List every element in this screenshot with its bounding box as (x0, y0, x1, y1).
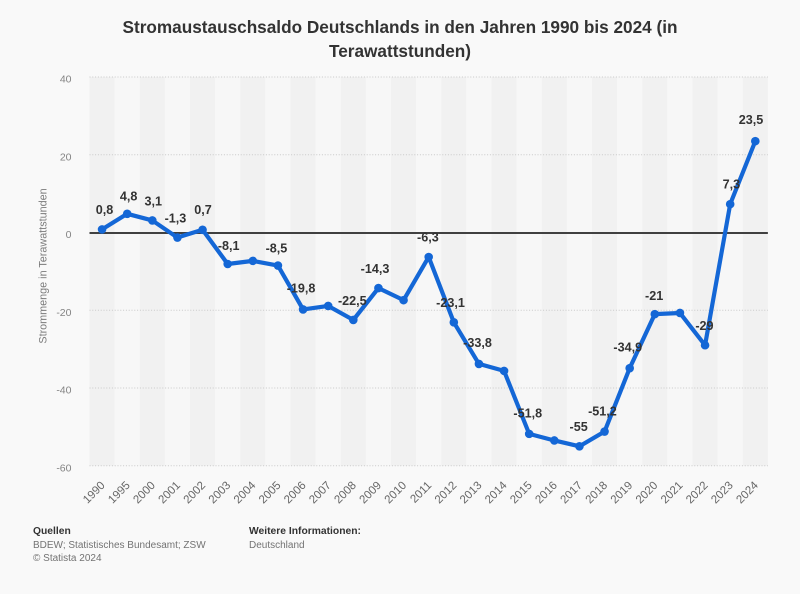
svg-text:-1,3: -1,3 (165, 211, 187, 225)
svg-text:3,1: 3,1 (145, 195, 163, 209)
svg-text:2013: 2013 (458, 480, 485, 507)
svg-text:2004: 2004 (232, 479, 259, 506)
svg-text:-8,1: -8,1 (218, 239, 240, 253)
svg-text:0,7: 0,7 (194, 203, 212, 217)
svg-text:-34,9: -34,9 (613, 341, 642, 355)
svg-text:2010: 2010 (383, 480, 410, 507)
svg-text:7,3: 7,3 (723, 178, 741, 192)
svg-text:-23,1: -23,1 (436, 296, 465, 310)
svg-text:2016: 2016 (533, 480, 560, 507)
svg-text:2012: 2012 (433, 480, 460, 507)
svg-text:2019: 2019 (609, 480, 636, 507)
svg-text:-14,3: -14,3 (361, 262, 390, 276)
svg-text:2011: 2011 (408, 480, 434, 506)
svg-text:2006: 2006 (282, 480, 309, 507)
svg-text:-21: -21 (645, 289, 663, 303)
svg-text:2007: 2007 (307, 480, 334, 507)
svg-text:2021: 2021 (659, 480, 686, 507)
svg-text:-40: -40 (56, 385, 71, 397)
svg-text:2022: 2022 (684, 480, 711, 507)
svg-text:-51,2: -51,2 (588, 405, 617, 419)
svg-text:20: 20 (60, 151, 72, 163)
svg-text:-55: -55 (570, 420, 588, 434)
svg-text:-22,5: -22,5 (338, 294, 367, 308)
svg-text:2008: 2008 (332, 480, 359, 507)
svg-text:-8,5: -8,5 (266, 242, 288, 256)
svg-text:2001: 2001 (156, 480, 183, 507)
svg-text:-29: -29 (695, 319, 713, 333)
svg-text:2002: 2002 (182, 480, 209, 507)
svg-text:40: 40 (60, 74, 72, 86)
svg-text:-6,3: -6,3 (417, 231, 439, 245)
svg-text:2005: 2005 (257, 480, 284, 507)
svg-text:2000: 2000 (131, 480, 158, 507)
svg-text:-33,8: -33,8 (463, 336, 492, 350)
svg-text:2003: 2003 (207, 480, 234, 507)
svg-text:0: 0 (66, 229, 72, 241)
svg-text:-20: -20 (56, 307, 71, 319)
svg-text:-60: -60 (56, 462, 71, 474)
svg-text:Strommenge in Terawattstunden: Strommenge in Terawattstunden (38, 188, 50, 343)
svg-text:-51,8: -51,8 (513, 407, 542, 421)
svg-text:2017: 2017 (558, 480, 585, 507)
svg-text:2014: 2014 (483, 479, 510, 506)
svg-text:2018: 2018 (584, 480, 611, 507)
svg-text:1995: 1995 (106, 480, 133, 507)
svg-text:0,8: 0,8 (96, 203, 114, 217)
svg-text:4,8: 4,8 (120, 190, 138, 204)
svg-text:1990: 1990 (81, 480, 108, 507)
svg-text:2024: 2024 (734, 479, 761, 506)
svg-text:2023: 2023 (709, 480, 736, 507)
svg-text:23,5: 23,5 (739, 113, 764, 127)
svg-text:-19,8: -19,8 (287, 281, 316, 295)
svg-text:2009: 2009 (357, 480, 384, 507)
svg-text:2020: 2020 (634, 480, 661, 507)
svg-text:2015: 2015 (508, 480, 535, 507)
